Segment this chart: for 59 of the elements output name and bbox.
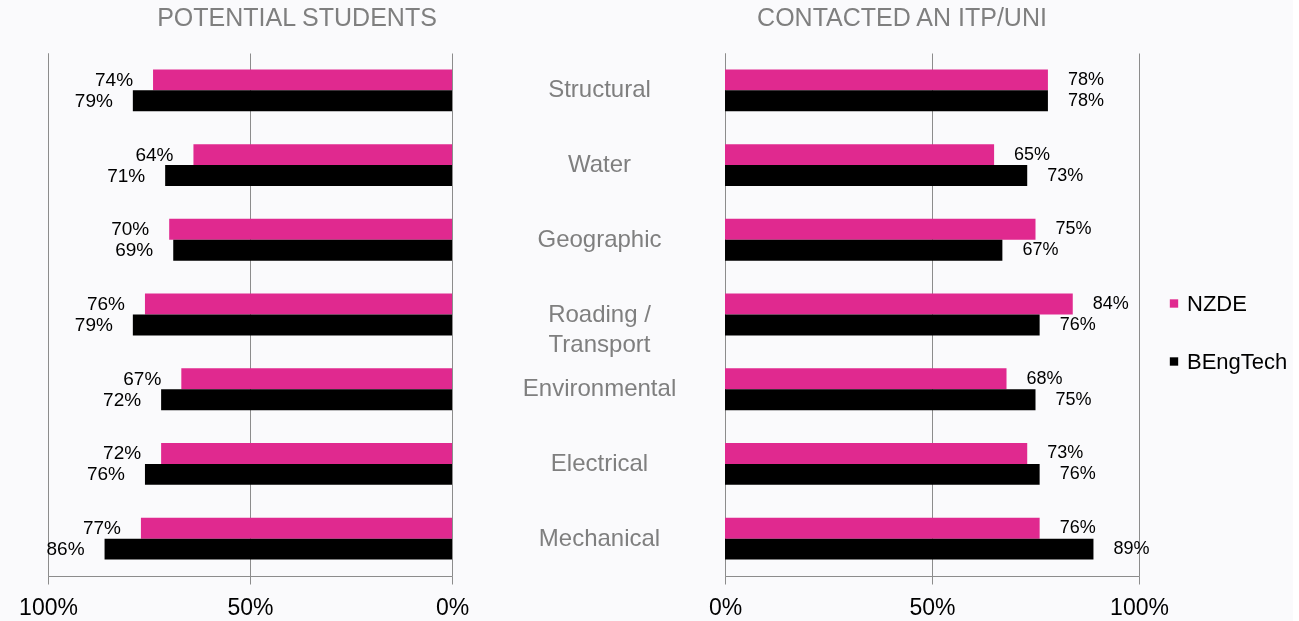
data-label: 70% [111, 218, 150, 240]
bar [725, 368, 1007, 390]
x-tick-label: 0% [435, 593, 470, 620]
data-label: 89% [1113, 538, 1150, 559]
data-label: 73% [1047, 164, 1084, 185]
data-label: 76% [1059, 313, 1096, 334]
data-label: 67% [1022, 239, 1059, 260]
data-label: 67% [123, 367, 162, 389]
data-label: 75% [1055, 388, 1092, 409]
bar [725, 538, 1094, 560]
data-label: 72% [103, 442, 142, 464]
x-tick-label: 50% [227, 593, 274, 620]
data-label: 69% [115, 239, 154, 261]
data-label: 65% [1014, 143, 1051, 164]
data-label: 77% [82, 517, 122, 539]
y-tick-label: Structural [548, 75, 651, 103]
legend-label: NZDE [1187, 290, 1247, 316]
y-tick-label: Electrical [550, 448, 649, 476]
bar [725, 517, 1040, 539]
data-label: 78% [1067, 68, 1104, 89]
data-label: 76% [86, 293, 126, 315]
bar [725, 165, 1028, 186]
bar [725, 463, 1040, 485]
data-label: 68% [1026, 367, 1063, 388]
y-tick-label: Environmental [522, 374, 677, 402]
legend-label: BEngTech [1187, 348, 1288, 374]
y-tick-label: Water [567, 150, 632, 178]
data-label: 78% [1067, 89, 1104, 110]
bar [725, 69, 1048, 91]
bar [725, 239, 1003, 261]
chart-title: POTENTIAL STUDENTS [157, 3, 437, 31]
data-label: 76% [86, 463, 126, 485]
data-label: 79% [74, 313, 113, 335]
x-tick-label: 50% [909, 593, 956, 620]
x-tick-label: 100% [19, 593, 78, 620]
bar [725, 293, 1073, 315]
bar [725, 144, 995, 166]
data-label: 75% [1055, 218, 1092, 239]
data-label: 86% [46, 538, 85, 560]
data-label: 71% [107, 164, 146, 186]
bar [725, 443, 1028, 464]
y-tick-label: Roading / Transport [548, 299, 652, 357]
bar [725, 314, 1040, 336]
x-tick-label: 0% [708, 593, 743, 620]
data-label: 74% [95, 68, 134, 90]
chart-title: CONTACTED AN ITP/UNI [757, 3, 1047, 31]
data-label: 84% [1092, 293, 1129, 314]
y-tick-label: Geographic [537, 224, 662, 252]
y-tick-label: Mechanical [538, 523, 661, 551]
data-label: 79% [74, 89, 113, 111]
data-label: 76% [1059, 463, 1096, 484]
data-label: 73% [1047, 442, 1084, 463]
bar [725, 218, 1036, 240]
x-tick-label: 100% [1110, 593, 1169, 620]
data-label: 72% [103, 388, 142, 410]
data-label: 64% [135, 143, 174, 165]
data-label: 76% [1059, 517, 1096, 538]
bar [725, 90, 1048, 112]
bar [725, 389, 1036, 411]
